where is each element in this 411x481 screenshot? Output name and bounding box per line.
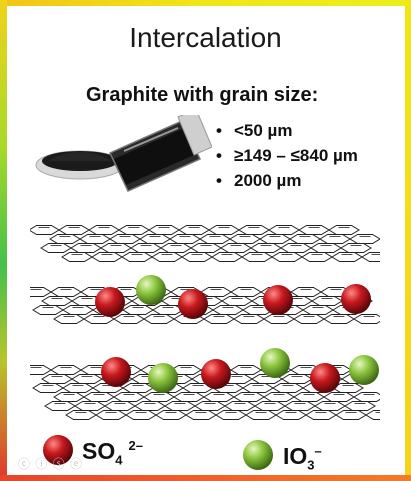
- frame-left: [0, 0, 7, 481]
- sulfate-ion: [263, 285, 293, 315]
- iodate-ion: [349, 355, 379, 385]
- grain-size-list: • <50 µm • ≥149 – ≤840 µm • 2000 µm: [216, 118, 358, 193]
- sulfate-ion: [310, 363, 340, 393]
- intercalation-diagram: [30, 225, 380, 420]
- frame-bottom: [0, 475, 411, 481]
- sulfate-ion: [178, 289, 208, 319]
- frame-top: [0, 0, 411, 6]
- iodate-ion: [260, 348, 290, 378]
- sulfate-ion: [101, 357, 131, 387]
- graphite-vial-icon: [108, 115, 212, 192]
- grain-size-label: 2000 µm: [234, 171, 302, 190]
- frame-right: [405, 0, 411, 481]
- grain-size-label: ≥149 – ≤840 µm: [234, 146, 358, 165]
- sulfate-ion: [201, 359, 231, 389]
- iodate-ion: [148, 363, 178, 393]
- grain-size-label: <50 µm: [234, 121, 293, 140]
- grain-size-item: • ≥149 – ≤840 µm: [216, 146, 358, 165]
- sulfate-ion: [95, 287, 125, 317]
- sulfate-ion: [341, 284, 371, 314]
- graphite-photo: [35, 115, 212, 192]
- grain-size-item: • <50 µm: [216, 121, 293, 140]
- grain-size-item: • 2000 µm: [216, 171, 302, 190]
- graphite-powder-dish-icon: [35, 150, 125, 180]
- slide-subtitle: Graphite with grain size:: [86, 84, 319, 106]
- slide-title: Intercalation: [129, 22, 282, 53]
- license-watermark: ⓒ ⓘ ⓢ ⓔ: [18, 457, 84, 471]
- iodate-ion: [136, 275, 166, 305]
- graphite-layer-top: [30, 225, 380, 262]
